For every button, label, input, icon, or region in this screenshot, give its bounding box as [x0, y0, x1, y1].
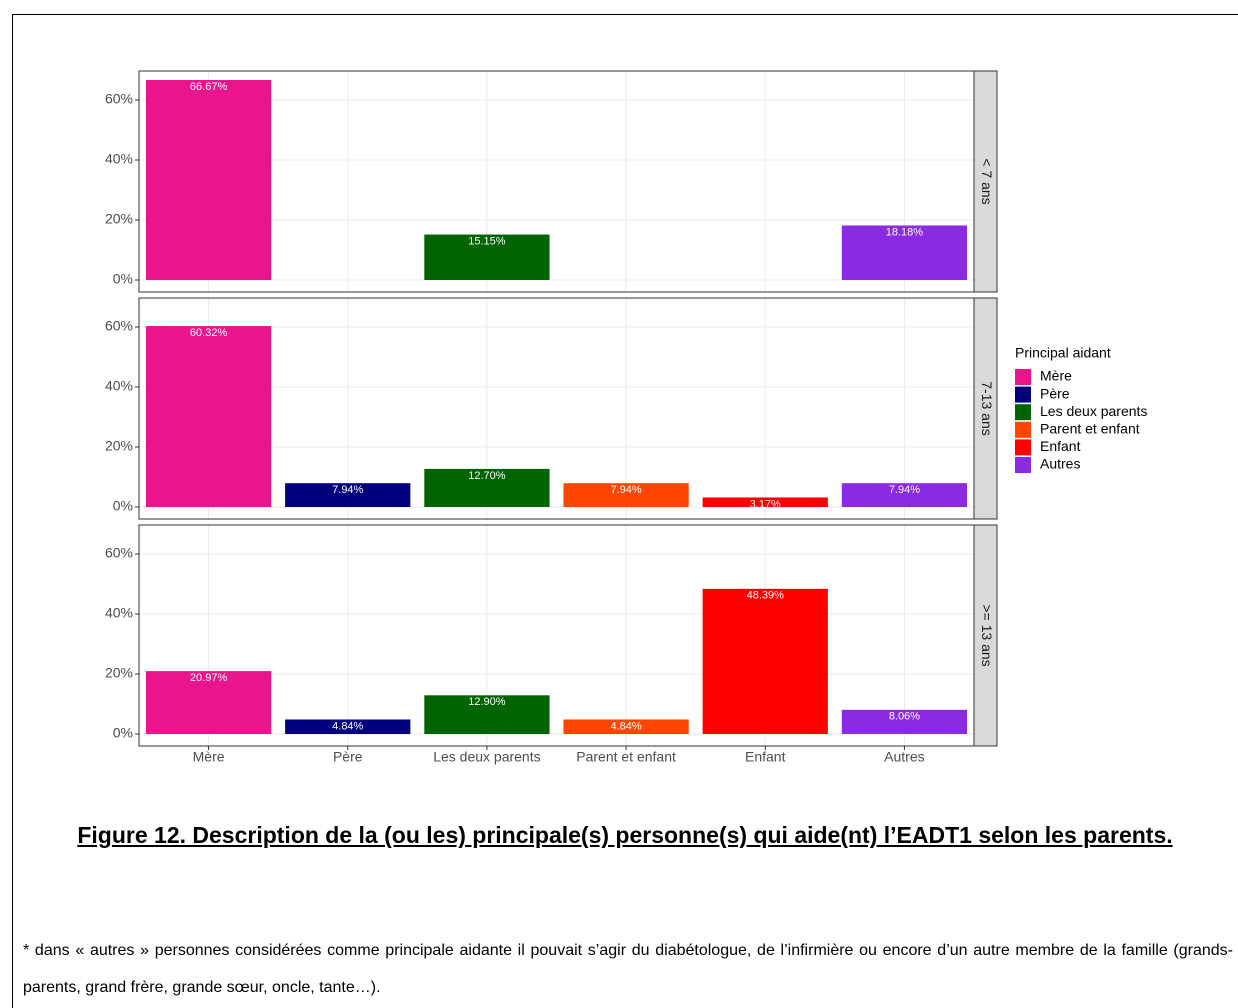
y-tick-label: 40%	[105, 151, 133, 167]
y-tick-label: 0%	[113, 725, 133, 741]
y-tick-label: 40%	[105, 378, 133, 394]
value-label: 7.94%	[332, 484, 363, 496]
bar	[424, 468, 550, 508]
x-tick-label: Père	[333, 749, 363, 765]
bar	[841, 709, 968, 735]
legend-label: Parent et enfant	[1040, 421, 1140, 437]
y-tick-label: 20%	[105, 211, 133, 227]
y-tick-label: 0%	[113, 271, 133, 287]
facet-strip	[973, 524, 998, 747]
legend-swatch	[1015, 439, 1031, 456]
panel	[139, 298, 974, 519]
legend-swatch	[1015, 404, 1031, 421]
panel	[139, 525, 974, 746]
bar	[145, 326, 272, 508]
bar	[424, 695, 550, 735]
bar	[563, 483, 689, 508]
chart: 0% 20% 40% 60% 66.67% 15.15% 18.18% < 7 ans 0% 20…	[105, 70, 1147, 765]
bar	[841, 483, 968, 508]
legend-label: Les deux parents	[1040, 403, 1147, 419]
y-tick-label: 40%	[105, 605, 133, 621]
legend-swatch	[1015, 457, 1031, 473]
bar	[702, 497, 828, 508]
facet-strip	[973, 70, 998, 293]
facet-label: < 7 ans	[979, 158, 995, 204]
legend-label: Mère	[1040, 368, 1072, 384]
value-label: 18.18%	[886, 226, 924, 238]
frame	[12, 14, 1238, 1008]
legend-label: Enfant	[1040, 438, 1081, 454]
bar	[145, 79, 272, 281]
value-label: 4.84%	[610, 720, 641, 732]
legend-swatch	[1015, 369, 1031, 385]
value-label: 12.70%	[468, 470, 506, 482]
panel	[139, 71, 974, 292]
footnote: * dans « autres » personnes considérées …	[23, 942, 1233, 996]
facet-label: 7-13 ans	[979, 381, 995, 435]
x-tick-label: Parent et enfant	[576, 749, 676, 765]
bar	[841, 225, 968, 281]
value-label: 8.06%	[889, 711, 920, 723]
y-tick-label: 20%	[105, 665, 133, 681]
value-label: 15.15%	[468, 235, 506, 247]
y-tick-label: 20%	[105, 438, 133, 454]
bar	[285, 719, 411, 735]
bar	[424, 234, 550, 281]
bar	[285, 483, 411, 508]
bar	[563, 719, 689, 735]
facet-label: >= 13 ans	[979, 604, 995, 666]
bar	[702, 588, 828, 735]
legend-label: Père	[1040, 385, 1070, 401]
legend-swatch	[1015, 421, 1031, 438]
x-tick-label: Les deux parents	[433, 749, 540, 765]
legend-title: Principal aidant	[1015, 345, 1111, 361]
value-label: 7.94%	[889, 484, 920, 496]
x-tick-label: Mère	[193, 749, 225, 765]
y-tick-label: 60%	[105, 91, 133, 107]
legend-label: Autres	[1040, 456, 1080, 472]
value-label: 60.32%	[190, 327, 228, 339]
value-label: 12.90%	[468, 696, 506, 708]
y-tick-label: 0%	[113, 498, 133, 514]
legend-swatch	[1015, 386, 1031, 403]
figure-caption: Figure 12. Description de la (ou les) pr…	[77, 822, 1173, 848]
bar	[145, 671, 272, 735]
value-label: 48.39%	[747, 590, 785, 602]
facet-strip	[973, 297, 998, 520]
x-tick-label: Enfant	[745, 749, 786, 765]
value-label: 7.94%	[610, 484, 641, 496]
value-label: 3.17%	[750, 498, 781, 510]
y-tick-label: 60%	[105, 318, 133, 334]
value-label: 66.67%	[190, 81, 228, 93]
value-label: 4.84%	[332, 720, 363, 732]
y-tick-label: 60%	[105, 545, 133, 561]
value-label: 20.97%	[190, 672, 228, 684]
x-tick-label: Autres	[884, 749, 924, 765]
